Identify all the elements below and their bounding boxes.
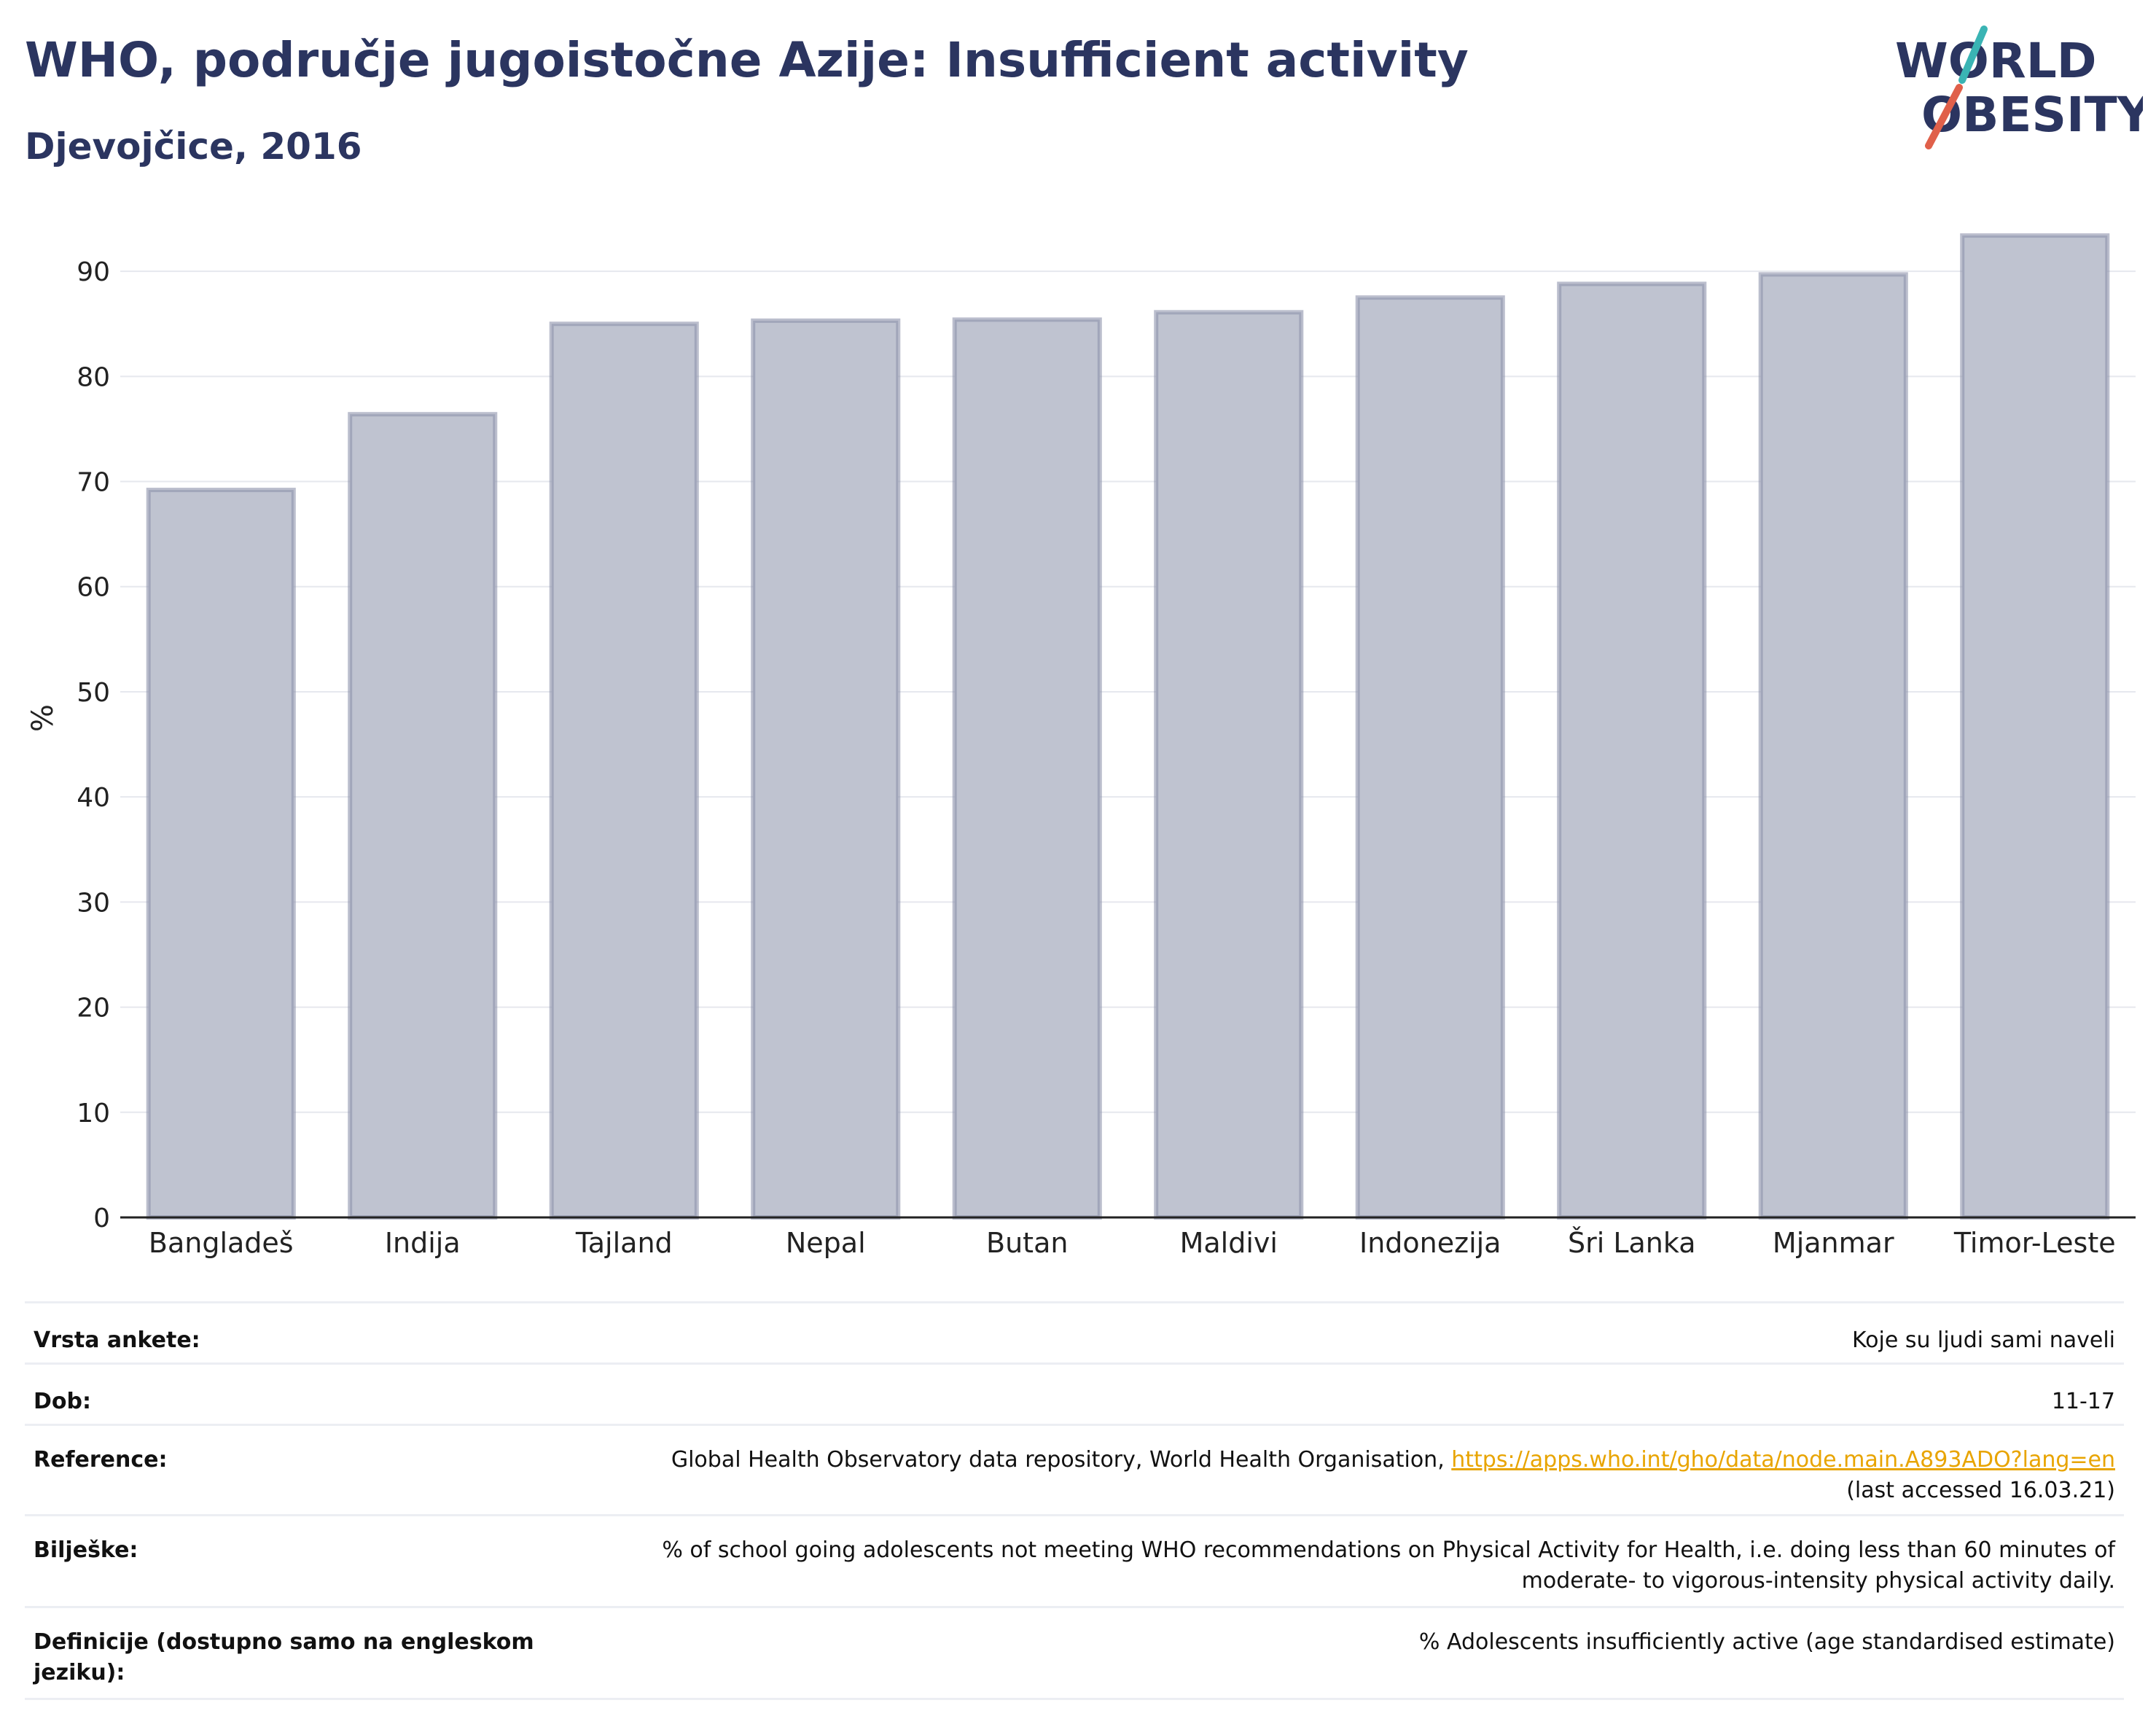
definitions-label-line1: Definicije (dostupno samo na engleskom <box>34 1629 534 1655</box>
reference-accessed: (last accessed 16.03.21) <box>1846 1478 2115 1503</box>
y-tick-label: 90 <box>77 257 110 287</box>
survey-type-value: Koje su ljudi sami naveli <box>1851 1327 2115 1353</box>
bar <box>952 317 1102 1220</box>
bars <box>146 233 2110 1220</box>
age-value: 11-17 <box>2051 1389 2115 1414</box>
bar <box>1758 272 1908 1220</box>
reference-row: Reference: Global Health Observatory dat… <box>25 1424 2124 1513</box>
definitions-value: % Adolescents insufficiently active (age… <box>1418 1629 2115 1655</box>
age-label: Dob: <box>34 1389 91 1414</box>
y-tick-label: 70 <box>77 468 110 498</box>
y-tick-label: 30 <box>77 888 110 918</box>
survey-type-row: Vrsta ankete: Koje su ljudi sami naveli <box>25 1301 2124 1362</box>
x-tick-label: Indonezija <box>1359 1227 1501 1259</box>
age-row: Dob: 11-17 <box>25 1362 2124 1423</box>
survey-type-label: Vrsta ankete: <box>34 1327 200 1353</box>
definitions-row: Definicije (dostupno samo na engleskom j… <box>25 1606 2124 1699</box>
bar <box>146 488 296 1220</box>
y-tick-label: 40 <box>77 783 110 813</box>
y-tick-label: 60 <box>77 573 110 603</box>
y-tick-label: 10 <box>77 1099 110 1128</box>
bar <box>549 321 699 1220</box>
reference-link[interactable]: https://apps.who.int/gho/data/node.main.… <box>1451 1447 2115 1473</box>
reference-value: Global Health Observatory data repositor… <box>585 1445 2115 1506</box>
y-axis-label: % <box>26 704 60 732</box>
x-tick-label: Indija <box>385 1227 461 1259</box>
bar <box>348 412 498 1220</box>
notes-line1: % of school going adolescents not meetin… <box>662 1537 2115 1563</box>
bar-chart: 0 10 20 30 40 50 60 70 80 90 Bangladeš Indija Tajla… <box>26 233 2136 1259</box>
definitions-label-line2: jeziku): <box>34 1660 125 1685</box>
table-bottom-rule <box>25 1698 2124 1700</box>
y-tick-label: 80 <box>77 362 110 392</box>
x-tick-label: Butan <box>986 1227 1068 1259</box>
bar <box>1557 281 1707 1220</box>
chart-subtitle: Djevojčice, 2016 <box>25 125 362 168</box>
notes-label: Bilješke: <box>34 1537 138 1563</box>
notes-value: % of school going adolescents not meetin… <box>585 1535 2115 1596</box>
y-tick-label: 0 <box>93 1204 110 1233</box>
x-tick-label: Šri Lanka <box>1568 1227 1696 1259</box>
reference-text: Global Health Observatory data repositor… <box>671 1447 1452 1473</box>
x-tick-label: Timor-Leste <box>1953 1227 2116 1259</box>
y-tick-label: 20 <box>77 994 110 1024</box>
x-tick-label: Mjanmar <box>1773 1227 1894 1259</box>
x-tick-labels: Bangladeš Indija Tajland Nepal Butan Maldivi I… <box>149 1227 2116 1259</box>
x-tick-label: Bangladeš <box>149 1227 294 1259</box>
y-tick-label: 50 <box>77 678 110 708</box>
bar <box>1355 295 1505 1220</box>
world-obesity-logo: WORLD OBESITY <box>1895 26 2143 149</box>
bar <box>1154 310 1304 1220</box>
x-tick-label: Tajland <box>575 1227 673 1259</box>
logo-red-slash <box>1925 84 1963 149</box>
y-tick-labels: 0 10 20 30 40 50 60 70 80 90 <box>77 257 110 1233</box>
chart-title: WHO, područje jugoistočne Azije: Insuffi… <box>25 32 1469 88</box>
x-tick-label: Maldivi <box>1180 1227 1278 1259</box>
logo-line1: WORLD <box>1895 33 2097 89</box>
notes-line2: moderate- to vigorous-intensity physical… <box>1521 1568 2115 1594</box>
bar <box>751 318 901 1220</box>
logo-teal-slash <box>1958 26 1988 84</box>
definitions-label: Definicije (dostupno samo na engleskom j… <box>34 1627 558 1688</box>
reference-label: Reference: <box>34 1447 168 1473</box>
x-tick-label: Nepal <box>786 1227 866 1259</box>
bar <box>1960 233 2110 1220</box>
notes-row: Bilješke: % of school going adolescents … <box>25 1514 2124 1605</box>
